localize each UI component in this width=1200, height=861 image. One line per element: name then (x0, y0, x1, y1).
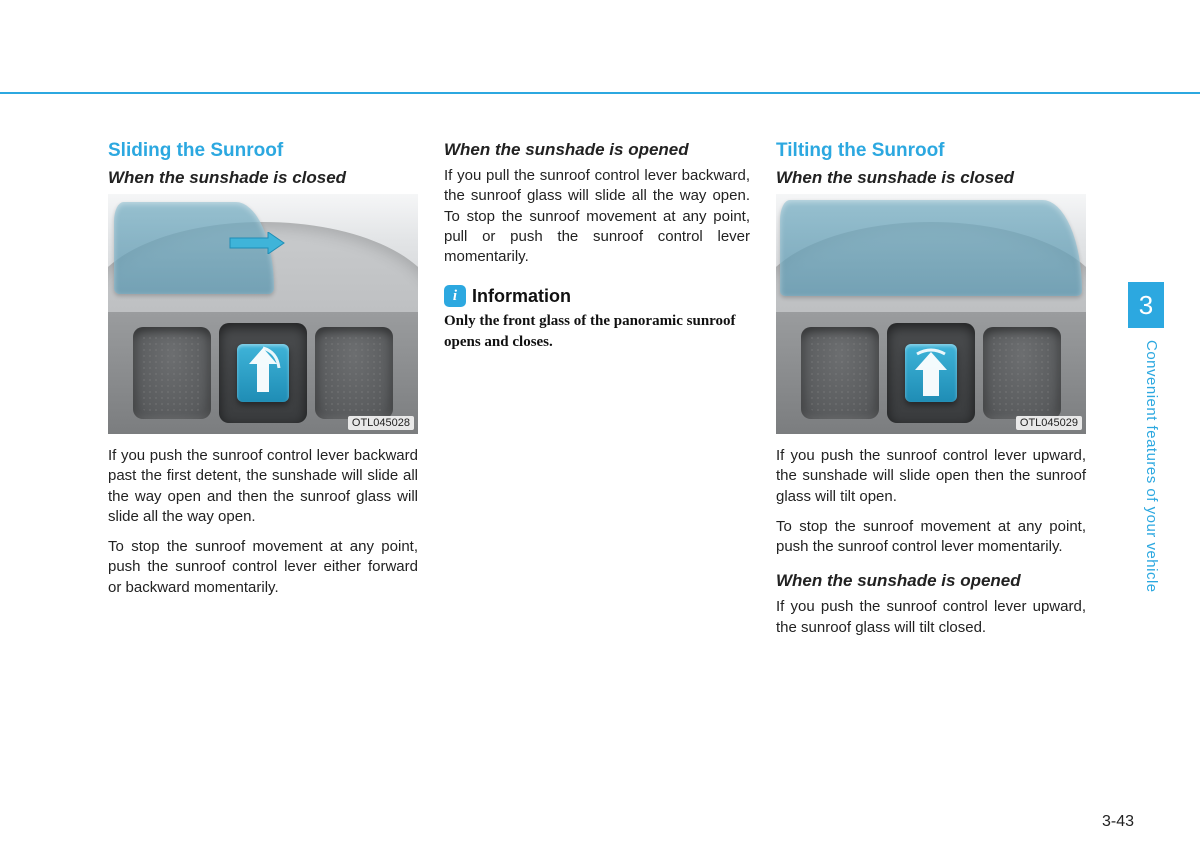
left-recess (133, 327, 211, 419)
push-back-arrow-icon (237, 344, 289, 402)
left-recess (801, 327, 879, 419)
paragraph: If you push the sunroof control lever ba… (108, 446, 418, 527)
information-text: Only the front glass of the panoramic su… (444, 311, 750, 352)
paragraph: To stop the sunroof movement at any poin… (108, 537, 418, 598)
figure-top-exterior (108, 194, 418, 312)
image-code: OTL045028 (348, 416, 414, 430)
dots (323, 335, 385, 411)
figure-sliding-sunroof: OTL045028 (108, 194, 418, 434)
header-rule (0, 92, 1200, 94)
subtitle-closed-1: When the sunshade is closed (108, 168, 418, 188)
information-heading: i Information (444, 285, 750, 307)
dots (141, 335, 203, 411)
subtitle-opened-1: When the sunshade is opened (444, 140, 750, 160)
paragraph: If you pull the sunroof control lever ba… (444, 166, 750, 267)
figure-tilting-sunroof: OTL045029 (776, 194, 1086, 434)
page-content: Sliding the Sunroof When the sunshade is… (108, 140, 1086, 648)
sunroof-glass-tilted (780, 200, 1082, 296)
sunroof-control-switch (237, 344, 289, 402)
column-1: Sliding the Sunroof When the sunshade is… (108, 140, 418, 648)
dots (809, 335, 871, 411)
chapter-label: Convenient features of your vehicle (1140, 340, 1160, 640)
right-recess (983, 327, 1061, 419)
sunroof-control-switch (905, 344, 957, 402)
paragraph: To stop the sunroof movement at any poin… (776, 517, 1086, 558)
column-3: Tilting the Sunroof When the sunshade is… (776, 140, 1086, 648)
page-number: 3-43 (1102, 813, 1134, 831)
right-recess (315, 327, 393, 419)
chapter-tab: 3 (1128, 282, 1164, 328)
info-label: Information (472, 286, 571, 307)
sunroof-control-well (219, 323, 307, 423)
info-badge-icon: i (444, 285, 466, 307)
section-title-tilting: Tilting the Sunroof (776, 140, 1086, 162)
image-code: OTL045029 (1016, 416, 1082, 430)
paragraph: If you push the sunroof control lever up… (776, 446, 1086, 507)
subtitle-opened-2: When the sunshade is opened (776, 571, 1086, 591)
subtitle-closed-2: When the sunshade is closed (776, 168, 1086, 188)
paragraph: If you push the sunroof control lever up… (776, 597, 1086, 638)
slide-arrow-icon (228, 232, 286, 254)
push-up-arrow-icon (905, 344, 957, 402)
figure-top-exterior (776, 194, 1086, 312)
section-title-sliding: Sliding the Sunroof (108, 140, 418, 162)
chapter-number: 3 (1139, 290, 1153, 321)
column-2: When the sunshade is opened If you pull … (444, 140, 750, 648)
sunroof-control-well (887, 323, 975, 423)
dots (991, 335, 1053, 411)
